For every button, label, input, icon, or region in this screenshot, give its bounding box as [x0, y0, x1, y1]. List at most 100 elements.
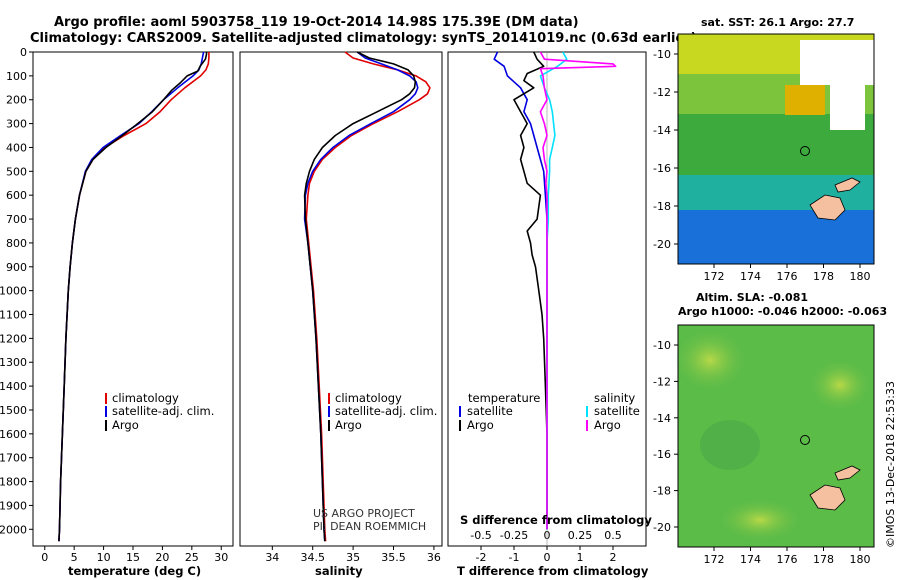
- x-tick-label: 25: [185, 551, 199, 564]
- map-lat-label: -14: [653, 124, 671, 137]
- s-diff-tick-label: -0.25: [500, 529, 528, 542]
- legend-t-satellite: satellite: [467, 404, 513, 418]
- difference-legend: temperature satellite Argo salinity sate…: [459, 391, 640, 432]
- map-lon-label: 174: [740, 270, 761, 283]
- legend-satellite: satellite-adj. clim.: [112, 404, 214, 418]
- sla-high-patch: [720, 500, 800, 540]
- sst-cloud-gap: [830, 85, 865, 130]
- legend-swatch-s-argo: [586, 420, 588, 431]
- map-lon-label: 172: [704, 270, 725, 283]
- depth-tick-label: 500: [6, 165, 27, 178]
- title-line-2: Climatology: CARS2009. Satellite-adjuste…: [30, 31, 697, 46]
- map-lon-label: 176: [777, 270, 798, 283]
- legend-swatch-argo: [105, 420, 107, 431]
- series-line-s-argo: [539, 51, 617, 530]
- fiji-island-shape: [834, 465, 861, 481]
- map-lon-label: 174: [740, 553, 761, 566]
- map-lon-label: 178: [813, 553, 834, 566]
- profile-plots: 0 5 10 15 20 25 30 34 34.5 35 35.5 36 -2 -1 0 1 2 -0.5 -0.…: [41, 51, 622, 564]
- temperature-legend: climatology satellite-adj. clim. Argo: [105, 391, 214, 432]
- imos-watermark: ©IMOS 13-Dec-2018 22:53:33: [884, 381, 897, 548]
- legend-swatch-satellite: [105, 406, 107, 417]
- x-tick-label: -2: [476, 551, 487, 564]
- temperature-panel: 0 5 10 15 20 25 30: [41, 51, 228, 564]
- x-tick-label: 20: [155, 551, 169, 564]
- depth-tick-label: 1000: [0, 285, 27, 298]
- sla-map-title-1: Altim. SLA: -0.081: [696, 291, 808, 304]
- map-lat-label: -12: [653, 375, 671, 388]
- sla-map-frame: [677, 324, 875, 548]
- legend-s-satellite: satellite: [594, 404, 640, 418]
- legend-swatch-argo: [328, 420, 330, 431]
- sst-warm-patch: [785, 85, 825, 115]
- sla-map-ticks: -10 -12 -14 -16 -18 -20 172 174 176 178 180: [653, 339, 870, 566]
- sst-map-frame: [677, 33, 875, 265]
- sst-cloud-gap: [800, 40, 874, 85]
- depth-tick-label: 900: [6, 261, 27, 274]
- depth-tick-label: 1500: [0, 404, 27, 417]
- sla-high-patch: [810, 360, 870, 410]
- map-lat-label: -16: [653, 162, 671, 175]
- fiji-island-shape: [834, 177, 861, 193]
- legend-swatch-climatology: [105, 393, 107, 404]
- depth-tick-label: 1400: [0, 380, 27, 393]
- depth-tick-label: 100: [6, 70, 27, 83]
- salinity-legend: climatology satellite-adj. clim. Argo: [328, 391, 437, 432]
- depth-tick-label: 1300: [0, 356, 27, 369]
- s-diff-tick-label: 0.25: [568, 529, 593, 542]
- s-diff-tick-label: 0.5: [604, 529, 622, 542]
- float-position-marker: [800, 435, 810, 445]
- salinity-panel-frame: [239, 51, 443, 547]
- x-tick-label: 34: [265, 551, 279, 564]
- x-tick-label: 10: [97, 551, 111, 564]
- x-tick-label: 2: [610, 551, 617, 564]
- map-lat-label: -16: [653, 448, 671, 461]
- sla-map: [675, 324, 875, 548]
- series-line-t-argo: [513, 51, 548, 530]
- x-tick-label: 36: [427, 551, 441, 564]
- legend-swatch-satellite: [328, 406, 330, 417]
- legend-s-argo: Argo: [594, 418, 621, 432]
- sst-map-title: sat. SST: 26.1 Argo: 27.7: [701, 16, 854, 29]
- x-tick-label: 0: [41, 551, 48, 564]
- map-lat-label: -18: [653, 485, 671, 498]
- depth-tick-label: 600: [6, 189, 27, 202]
- temperature-panel-frame: [32, 51, 234, 547]
- series-line-argo: [303, 51, 417, 542]
- sla-high-patch: [675, 330, 745, 390]
- sst-cold-band: [678, 210, 874, 264]
- salinity-axis-label: salinity: [315, 564, 363, 578]
- map-lon-label: 176: [777, 553, 798, 566]
- map-lat-label: -20: [653, 238, 671, 251]
- x-tick-label: 1: [577, 551, 584, 564]
- depth-tick-label: 0: [20, 46, 27, 59]
- map-lat-label: -20: [653, 521, 671, 534]
- difference-panel: -2 -1 0 1 2-0.5 -0.25 0 0.25 0.5: [470, 51, 622, 564]
- depth-tick-label: 1900: [0, 499, 27, 512]
- x-tick-label: 5: [71, 551, 78, 564]
- map-lat-label: -12: [653, 86, 671, 99]
- depth-axis: 0 100 200 300 400 500 600 700 800 900 1000 1100 1200…: [0, 46, 33, 536]
- map-lon-label: 180: [850, 270, 871, 283]
- legend-swatch-t-argo: [459, 420, 461, 431]
- legend-satellite: satellite-adj. clim.: [335, 404, 437, 418]
- sla-map-title-2: Argo h1000: -0.046 h2000: -0.063: [678, 305, 887, 318]
- map-lat-label: -10: [653, 48, 671, 61]
- sst-map-ticks: -10 -12 -14 -16 -18 -20 172 174 176 178 180: [653, 48, 870, 283]
- project-annotation: US ARGO PROJECT: [313, 507, 415, 520]
- sst-cool-band: [678, 175, 874, 210]
- legend-climatology: climatology: [335, 391, 402, 405]
- depth-tick-label: 1700: [0, 452, 27, 465]
- legend-temperature-heading: temperature: [468, 391, 540, 405]
- depth-tick-label: 1200: [0, 332, 27, 345]
- depth-tick-label: 800: [6, 237, 27, 250]
- map-lon-label: 172: [704, 553, 725, 566]
- legend-climatology: climatology: [112, 391, 179, 405]
- map-lat-label: -10: [653, 339, 671, 352]
- legend-argo: Argo: [335, 418, 362, 432]
- fiji-island-shape: [809, 194, 846, 221]
- sla-low-patch: [700, 420, 760, 470]
- s-diff-tick-label: -0.5: [470, 529, 491, 542]
- map-lon-label: 180: [850, 553, 871, 566]
